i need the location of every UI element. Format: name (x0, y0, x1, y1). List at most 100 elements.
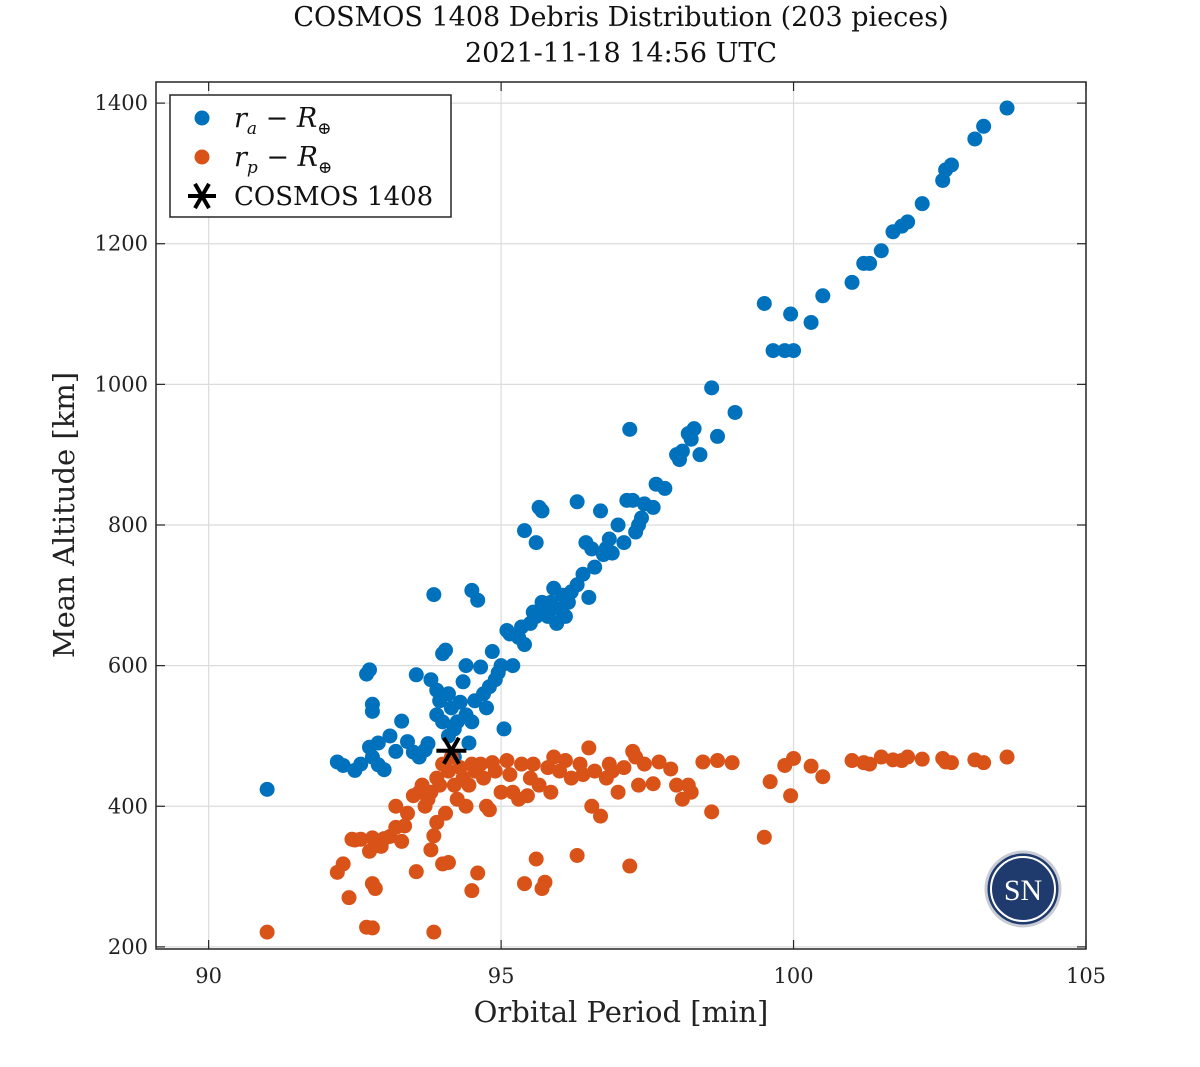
perigee-point (476, 770, 492, 786)
perigee-point (683, 784, 699, 800)
y-tick-label: 200 (108, 935, 148, 959)
perigee-point (546, 749, 562, 765)
apogee-point (844, 274, 860, 290)
legend-label-apogee: ra − R⊕ (234, 103, 331, 139)
perigee-point (487, 763, 503, 779)
apogee-point (976, 118, 992, 134)
perigee-point (783, 788, 799, 804)
apogee-point (786, 343, 802, 359)
perigee-point (426, 924, 442, 940)
apogee-point (704, 380, 720, 396)
apogee-point (458, 658, 474, 674)
perigee-point (616, 760, 632, 776)
perigee-point (458, 798, 474, 814)
perigee-point (481, 802, 497, 818)
apogee-point (581, 589, 597, 605)
apogee-point (364, 703, 380, 719)
apogee-point (335, 757, 351, 773)
perigee-point (900, 749, 916, 765)
apogee-point (633, 510, 649, 526)
perigee-point (335, 856, 351, 872)
sn-logo-text: SN (1004, 874, 1042, 907)
apogee-point (505, 658, 521, 674)
perigee-point (815, 769, 831, 785)
apogee-point (625, 492, 641, 508)
apogee-point (452, 694, 468, 710)
apogee-point (967, 131, 983, 147)
apogee-point (440, 686, 456, 702)
cosmos-1408-marker (436, 736, 467, 765)
perigee-point (499, 753, 515, 769)
apogee-point (601, 531, 617, 547)
apogee-point (493, 658, 509, 674)
y-axis-label: Mean Altitude [km] (47, 372, 81, 658)
apogee-point (473, 659, 489, 675)
perigee-point (762, 774, 778, 790)
apogee-point (999, 100, 1015, 116)
perigee-point (631, 777, 647, 793)
perigee-point (531, 777, 547, 793)
apogee-point (420, 736, 436, 752)
apogee-point (516, 637, 532, 653)
perigee-point (341, 890, 357, 906)
perigee-point (803, 758, 819, 774)
legend-apogee-rest: − R (257, 103, 317, 134)
perigee-point (724, 755, 740, 771)
apogee-point (604, 545, 620, 561)
perigee-point (569, 847, 585, 863)
apogee-point (657, 480, 673, 496)
apogee-point (756, 295, 772, 311)
perigee-point (587, 763, 603, 779)
perigee-point (999, 749, 1015, 765)
x-tick-label: 105 (1066, 964, 1106, 988)
legend-perigee-symbol: ⊕ (318, 158, 332, 178)
apogee-point (259, 781, 275, 797)
perigee-point (464, 883, 480, 899)
legend-marker-apogee (194, 110, 210, 126)
apogee-point (484, 644, 500, 660)
perigee-point (461, 777, 477, 793)
apogee-point (376, 762, 392, 778)
apogee-point (622, 421, 638, 437)
apogee-point (674, 443, 690, 459)
apogee-point (394, 713, 410, 729)
perigee-point (516, 876, 532, 892)
legend-perigee-base: r (234, 142, 249, 173)
perigee-point (397, 818, 413, 834)
x-tick-label: 100 (774, 964, 814, 988)
perigee-point (400, 805, 416, 821)
apogee-point (943, 157, 959, 173)
perigee-point (636, 756, 652, 772)
perigee-point (622, 858, 638, 874)
perigee-point (695, 754, 711, 770)
perigee-point (388, 798, 404, 814)
perigee-point (470, 865, 486, 881)
perigee-point (645, 776, 661, 792)
perigee-point (394, 833, 410, 849)
apogee-point (461, 735, 477, 751)
legend-label-cosmos: COSMOS 1408 (234, 182, 433, 212)
sn-logo-outer-ring (984, 850, 1062, 928)
perigee-point (575, 767, 591, 783)
legend-apogee-symbol: ⊕ (317, 119, 331, 139)
perigee-point (914, 751, 930, 767)
apogee-point (616, 535, 632, 551)
perigee-point (514, 756, 530, 772)
perigee-point (525, 756, 541, 772)
perigee-point (426, 828, 442, 844)
perigee-point (651, 754, 667, 770)
perigee-point (473, 756, 489, 772)
apogee-point (569, 494, 585, 510)
legend-box (169, 94, 452, 218)
y-tick-label: 400 (108, 794, 148, 818)
perigee-point (610, 784, 626, 800)
apogee-point (388, 743, 404, 759)
apogee-point (361, 662, 377, 678)
y-tick-label: 1000 (95, 372, 148, 396)
apogee-point (426, 587, 442, 603)
perigee-point (604, 763, 620, 779)
apogee-point (587, 559, 603, 575)
plot-frame (155, 81, 1087, 950)
asterisk-stroke (193, 182, 211, 210)
apogee-point (575, 566, 591, 582)
